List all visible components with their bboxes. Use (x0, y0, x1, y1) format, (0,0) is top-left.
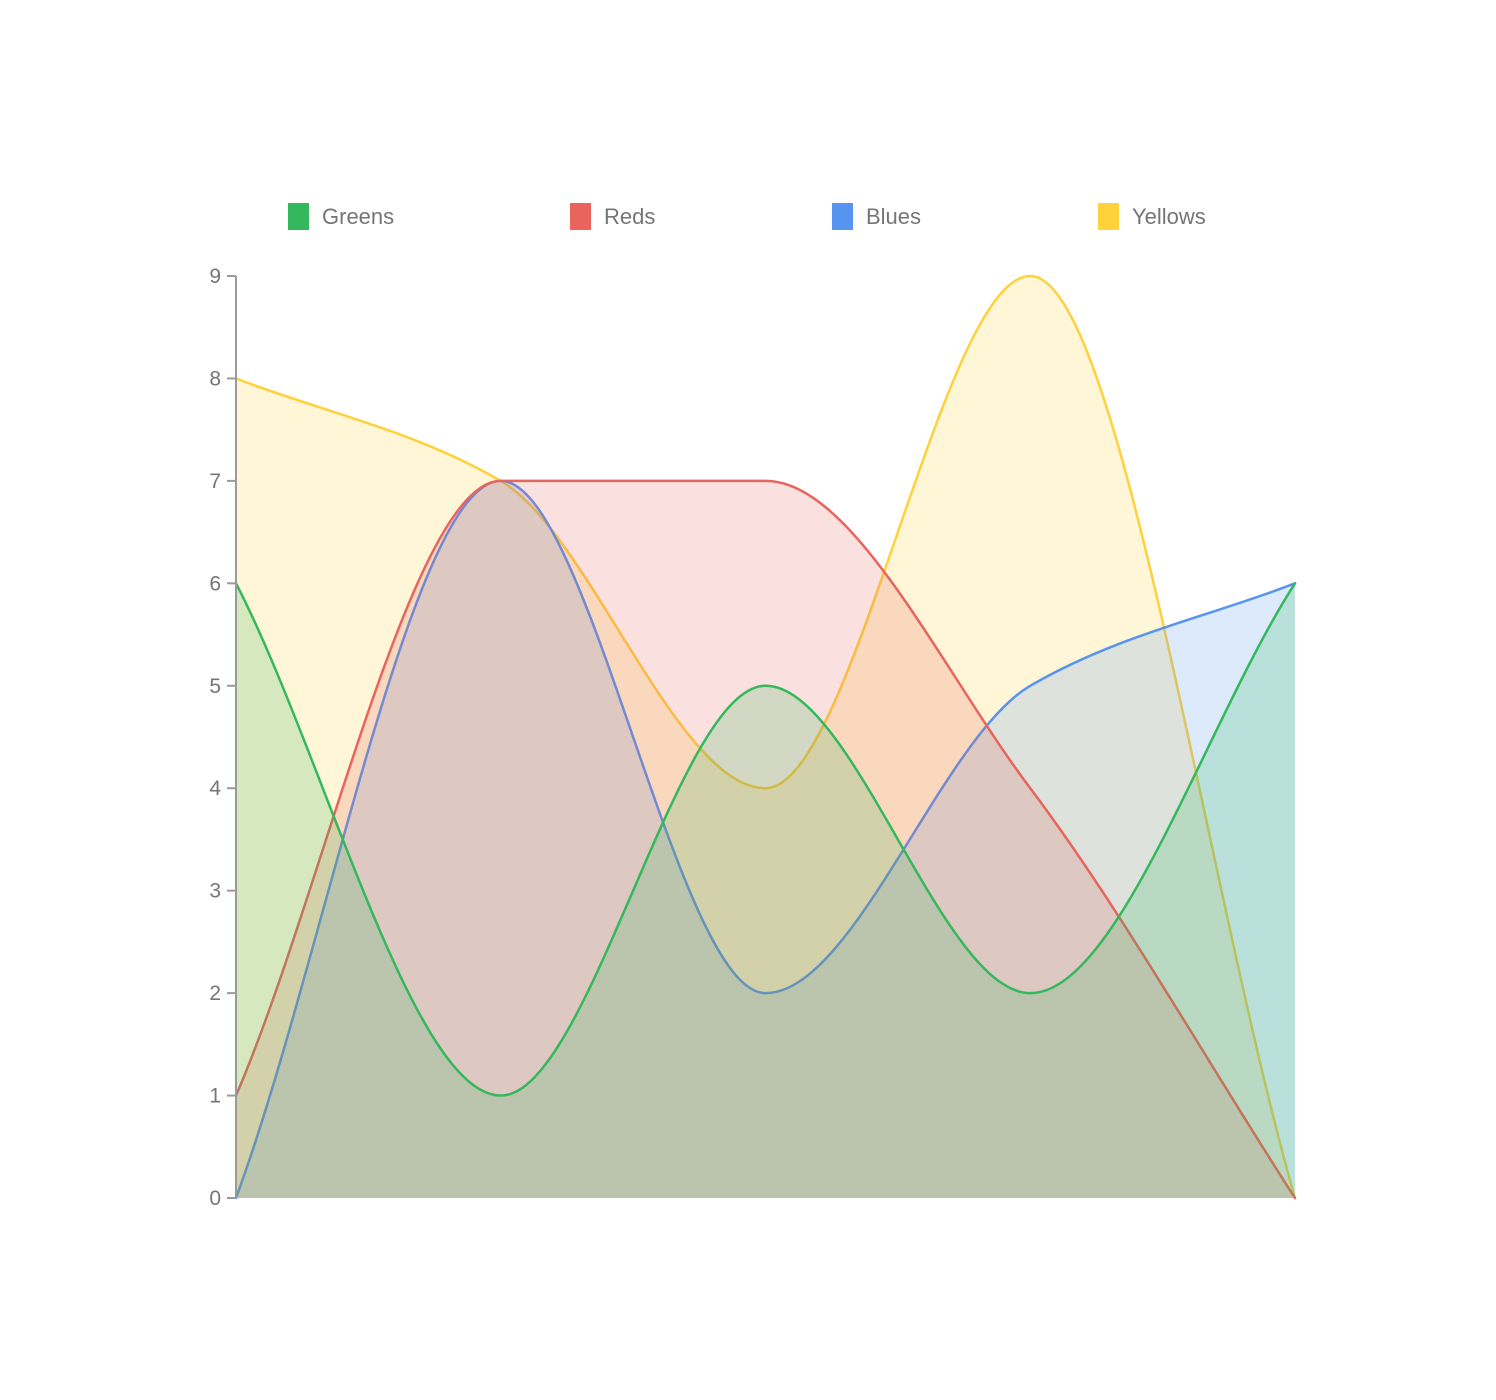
series-greens-line (234, 582, 1297, 1097)
legend-swatch-reds (570, 203, 591, 230)
y-axis-label: 1 (209, 1085, 221, 1108)
legend-item-blues[interactable]: Blues (832, 203, 921, 230)
legend-swatch-greens (288, 203, 309, 230)
y-axis-label: 7 (209, 470, 221, 493)
y-axis: 0 1 2 3 4 5 6 7 8 9 (209, 265, 237, 1210)
series-yellows-area (236, 276, 1295, 1198)
legend-item-greens[interactable]: Greens (288, 203, 394, 230)
series-group (234, 274, 1297, 1200)
y-axis-label: 0 (209, 1187, 221, 1210)
series-yellows-line (234, 274, 1297, 1200)
series-blues-area (236, 480, 1295, 1198)
legend-item-yellows[interactable]: Yellows (1098, 203, 1206, 230)
series-blues-line (234, 479, 1297, 1200)
legend-label-blues: Blues (866, 204, 922, 229)
legend-label-yellows: Yellows (1132, 204, 1206, 229)
legend-label-reds: Reds (604, 204, 656, 229)
y-axis-label: 5 (209, 675, 221, 698)
legend-swatch-blues (832, 203, 853, 230)
legend-item-reds[interactable]: Reds (570, 203, 655, 230)
series-reds-area (236, 480, 1295, 1198)
y-axis-label: 9 (209, 265, 221, 288)
y-axis-label: 6 (209, 572, 221, 595)
y-axis-label: 4 (209, 777, 221, 800)
y-axis-label: 2 (209, 982, 221, 1005)
y-axis-label: 3 (209, 880, 221, 903)
series-greens-area (236, 583, 1295, 1198)
y-axis-label: 8 (209, 367, 221, 390)
legend-label-greens: Greens (322, 204, 395, 229)
legend-swatch-yellows (1098, 203, 1119, 230)
